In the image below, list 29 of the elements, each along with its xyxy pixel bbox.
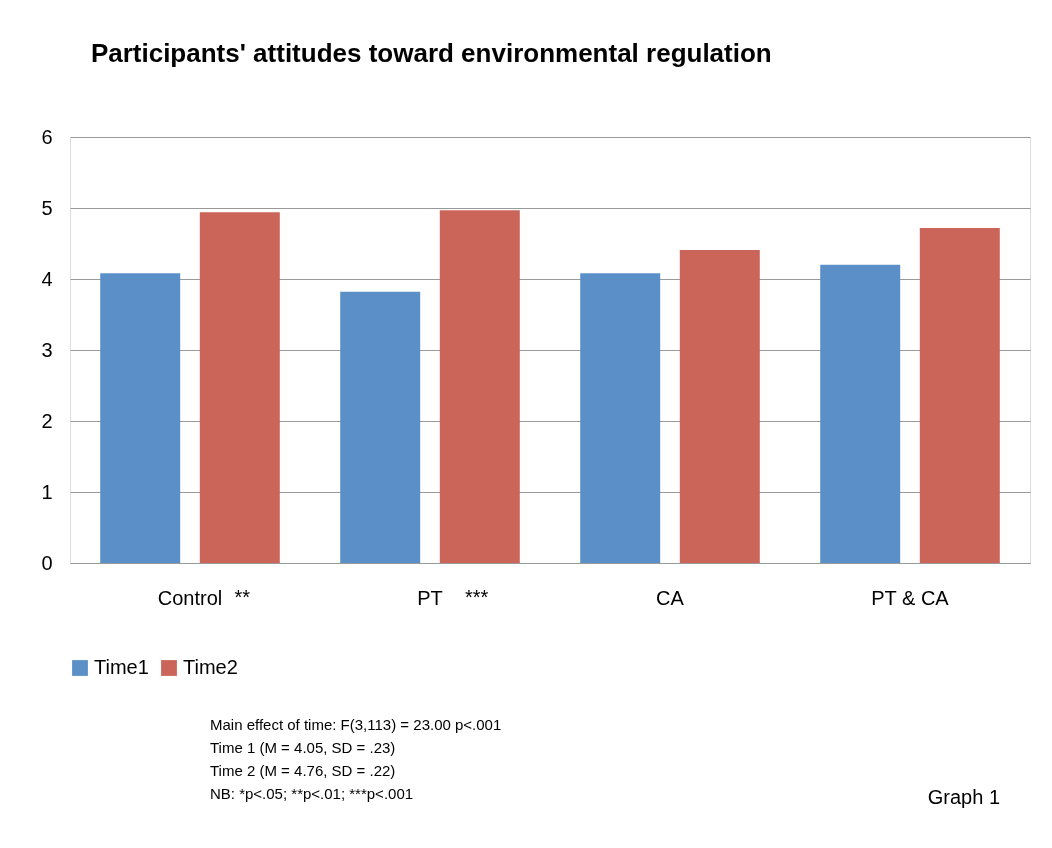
y-tick-label: 2 [41,409,53,432]
y-tick-label: 0 [41,551,53,574]
bar [919,227,1000,563]
y-tick-label: 4 [41,267,53,290]
bar [580,273,661,563]
chart-title: Participants' attitudes toward environmental regulation [90,38,772,68]
bar [820,264,901,563]
text: *** [465,586,489,608]
caption: Graph 1 [927,786,1000,808]
text: Main effect of time: F(3,113) = 23.00 p<.001 [210,716,502,733]
y-tick-label: 6 [41,125,53,148]
x-tick-label: PT & CA [871,586,950,609]
bar [100,273,181,563]
x-tick-label: CA [656,586,685,609]
bar [439,210,520,563]
text: Time 2 (M = 4.76, SD = .22) [210,762,396,779]
y-tick-label: 3 [41,338,53,361]
y-tick-label: 1 [41,480,53,503]
text: NB: *p<.05; **p<.01; ***p<.001 [210,785,414,802]
y-tick-label: 5 [41,196,53,219]
x-tick-label: PT [417,586,443,609]
text: ** [234,586,251,608]
legend-label: Time2 [183,656,238,678]
text: Time 1 (M = 4.05, SD = .23) [210,739,396,756]
bar [679,249,760,563]
bar [340,291,421,563]
legend-label: Time1 [94,656,149,678]
x-tick-label: Control [157,586,223,609]
bar [199,212,280,563]
